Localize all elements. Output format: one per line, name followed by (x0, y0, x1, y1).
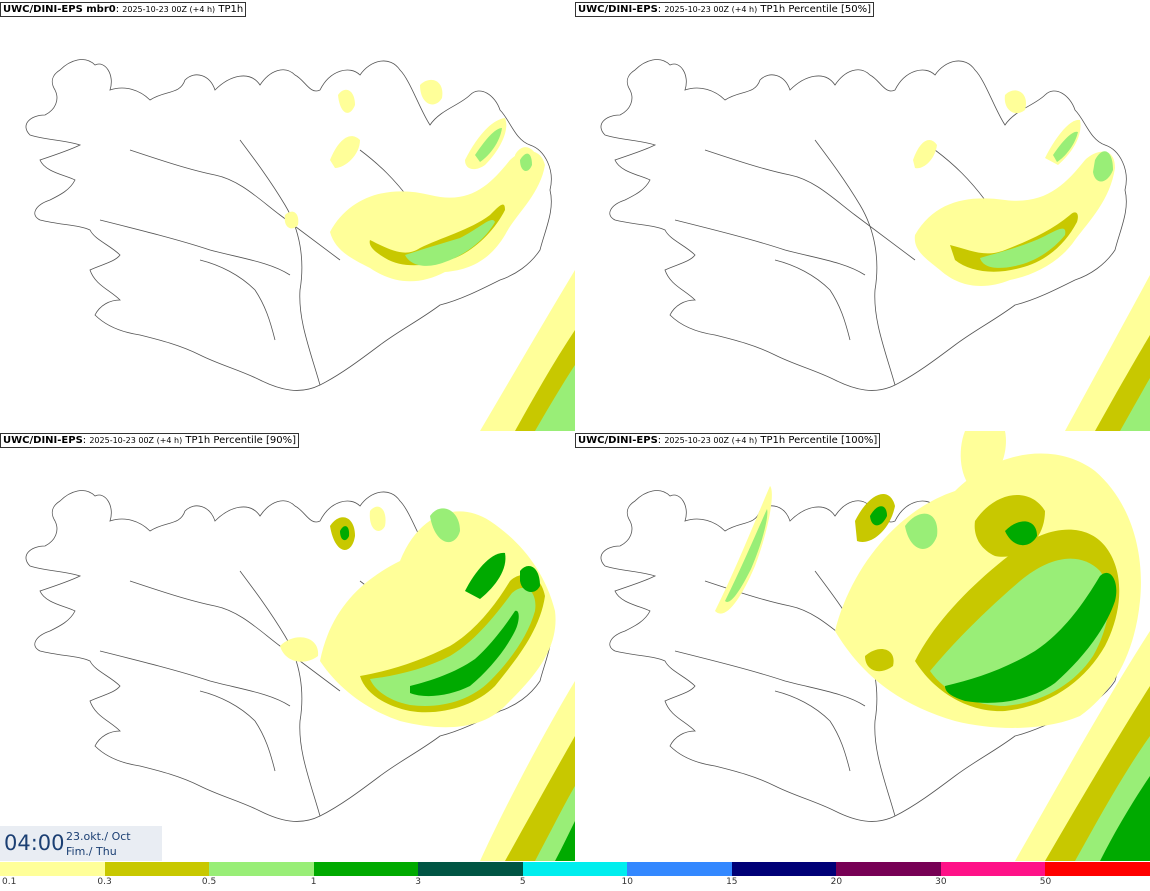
colorbar-tick-label: 10 (621, 877, 633, 887)
colorbar-tick-label: 30 (935, 877, 947, 887)
colorbar-tick-label: 50 (1039, 877, 1052, 887)
valid-weekday: Fim./ Thu (66, 845, 117, 858)
model-name: UWC/DINI-EPS mbr0 (3, 4, 116, 15)
colorbar-swatch (836, 862, 941, 876)
field-name: TP1h Percentile [90%] (185, 435, 296, 446)
panel-title: UWC/DINI-EPS mbr0: 2025-10-23 00Z (+4 h)… (0, 2, 247, 17)
colorbar-tick-label: 15 (726, 877, 738, 887)
precip-colorbar (0, 862, 1150, 876)
field-name: TP1h (218, 4, 244, 15)
model-name: UWC/DINI-EPS (578, 435, 658, 446)
colorbar-tick-label: 5 (519, 877, 526, 887)
precip-map (25, 59, 575, 431)
precip-map (600, 431, 1150, 861)
precip-field (715, 431, 1150, 861)
colorbar-swatch (731, 862, 837, 876)
run-time: 2025-10-23 00Z (+4 h) (664, 5, 758, 14)
map-panel-p90: UWC/DINI-EPS: 2025-10-23 00Z (+4 h) TP1h… (0, 431, 575, 861)
valid-time: 04:00 (4, 831, 65, 855)
panel-title: UWC/DINI-EPS: 2025-10-23 00Z (+4 h) TP1h… (575, 433, 881, 448)
valid-date: 23.okt./ Oct (66, 830, 131, 843)
colorbar-tick-label: 0.5 (201, 877, 217, 887)
run-time: 2025-10-23 00Z (+4 h) (122, 5, 216, 14)
colorbar-tick-label: 20 (830, 877, 843, 887)
colorbar-swatch (1045, 862, 1150, 876)
colorbar-swatch (313, 862, 419, 876)
colorbar-tick-label: 3 (415, 877, 422, 887)
colorbar-swatch (104, 862, 210, 876)
panel-title: UWC/DINI-EPS: 2025-10-23 00Z (+4 h) TP1h… (0, 433, 299, 448)
colorbar-tick-label: 1 (310, 877, 317, 887)
colorbar-swatch (209, 862, 314, 876)
colorbar-ticks: 0.1 0.3 0.5 1 3 5 10 15 20 30 50 (0, 877, 1150, 891)
precip-map (25, 490, 575, 861)
colorbar-tick-label: 0.3 (97, 877, 112, 887)
precip-field (280, 506, 575, 861)
precip-field (284, 79, 575, 431)
run-time: 2025-10-23 00Z (+4 h) (664, 436, 758, 445)
colorbar-tick-label: 0.1 (2, 877, 17, 887)
map-panel-member0: UWC/DINI-EPS mbr0: 2025-10-23 00Z (+4 h)… (0, 0, 575, 431)
precip-field (913, 90, 1150, 431)
field-name: TP1h Percentile [50%] (760, 4, 871, 15)
panel-title: UWC/DINI-EPS: 2025-10-23 00Z (+4 h) TP1h… (575, 2, 874, 17)
field-name: TP1h Percentile [100%] (760, 435, 878, 446)
precip-map (600, 59, 1150, 431)
map-panel-p100: UWC/DINI-EPS: 2025-10-23 00Z (+4 h) TP1h… (575, 431, 1150, 861)
colorbar-swatch (0, 862, 105, 876)
colorbar-swatch (627, 862, 732, 876)
map-panel-p50: UWC/DINI-EPS: 2025-10-23 00Z (+4 h) TP1h… (575, 0, 1150, 431)
valid-time-box: 04:00 23.okt./ Oct Fim./ Thu (0, 826, 162, 861)
colorbar-swatch (522, 862, 628, 876)
model-name: UWC/DINI-EPS (3, 435, 83, 446)
colorbar-swatch (940, 862, 1046, 876)
run-time: 2025-10-23 00Z (+4 h) (89, 436, 183, 445)
colorbar-swatch (418, 862, 523, 876)
model-name: UWC/DINI-EPS (578, 4, 658, 15)
